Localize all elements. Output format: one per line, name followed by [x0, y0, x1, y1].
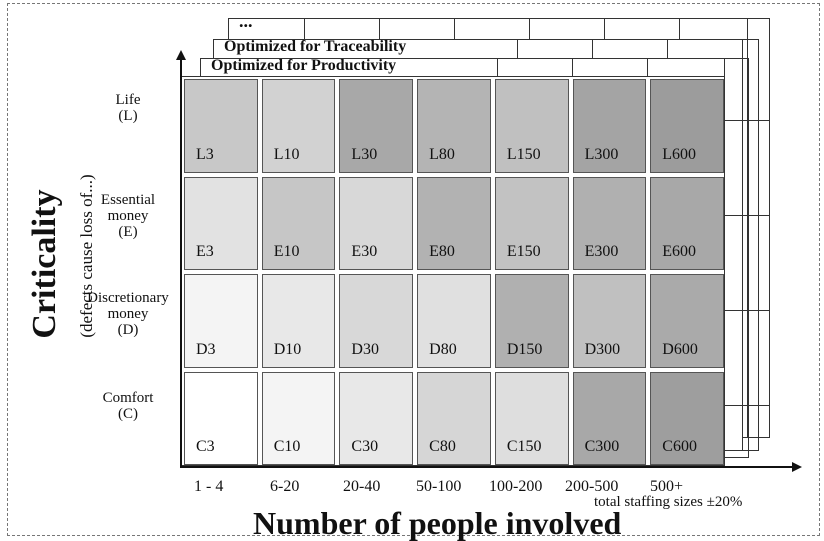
row-label-line: (E) — [118, 224, 138, 240]
grid-cell-d3: D3 — [184, 274, 258, 368]
column-label-4: 100-200 — [489, 478, 543, 495]
bracket-row-4 — [724, 405, 770, 406]
grid-cell-e10: E10 — [261, 176, 336, 270]
layer-middle-side — [735, 39, 759, 451]
column-label-6: 500+ — [650, 478, 684, 495]
staffing-note-text: total staffing sizes ±20% — [594, 494, 743, 510]
row-label-line: (D) — [117, 322, 139, 338]
grid-cell-label: L80 — [429, 145, 455, 163]
layer-front-label: Optimized for Productivity — [211, 58, 397, 74]
row-label-line: money — [107, 208, 149, 224]
grid-cell-e600: E600 — [650, 176, 724, 270]
column-label-1: 6-20 — [270, 478, 300, 495]
grid-cell-label: C3 — [196, 438, 215, 455]
grid-cell-label: D30 — [351, 340, 379, 358]
grid-cell-label: D80 — [429, 340, 457, 358]
grid-cell-label: L300 — [584, 145, 619, 163]
grid-cell-e80: E80 — [417, 176, 491, 270]
grid-cell-label: E150 — [506, 243, 541, 260]
grid-cell-l10: L10 — [261, 79, 336, 173]
grid-cell-label: D300 — [584, 340, 621, 358]
bracket-row-3 — [724, 310, 770, 311]
row-label-line: (L) — [118, 108, 138, 124]
figure-frame — [7, 3, 820, 536]
bracket-row-1 — [724, 120, 770, 121]
x-axis-arrow — [792, 462, 802, 472]
column-label-2: 20-40 — [343, 478, 381, 495]
row-label-line: Discretionary — [87, 290, 169, 306]
x-axis-title: Number of people involved — [253, 505, 622, 541]
grid-cell-label: C10 — [273, 438, 301, 455]
row-label-0: Life (L) — [70, 92, 186, 124]
row-label-line: Life — [115, 92, 141, 108]
grid-cell-label: E80 — [429, 243, 455, 260]
grid-cell-label: D3 — [196, 340, 216, 358]
grid-cell-d300: D300 — [572, 274, 647, 368]
grid-cell-label: L30 — [351, 145, 378, 163]
grid-cell-label: C30 — [351, 438, 379, 455]
grid-cell-c30: C30 — [339, 371, 414, 465]
column-label-3: 50-100 — [416, 478, 462, 495]
grid-cell-label: L150 — [506, 145, 541, 163]
grid-cell-c80: C80 — [417, 371, 491, 465]
grid-cell-label: L3 — [196, 145, 214, 163]
grid-cell-label: E600 — [662, 243, 697, 260]
grid-cell-label: C80 — [429, 438, 456, 455]
grid-cell-d30: D30 — [339, 274, 414, 368]
y-axis-subtitle: (defects cause loss of...) — [77, 174, 96, 338]
grid-cell-c3: C3 — [184, 371, 258, 465]
grid-cell-label: D600 — [662, 340, 698, 358]
grid-cell-e3: E3 — [184, 176, 258, 270]
grid-cell-label: E10 — [273, 243, 300, 260]
grid-cell-l300: L300 — [572, 79, 647, 173]
row-label-line: money — [107, 306, 149, 322]
row-label-2: Discretionary money (D) — [70, 290, 186, 338]
y-axis-line — [180, 58, 182, 468]
grid-cell-l3: L3 — [184, 79, 258, 173]
row-label-1: Essential money (E) — [70, 192, 186, 240]
column-label-0: 1 - 4 — [194, 478, 224, 495]
grid-cell-c150: C150 — [494, 371, 569, 465]
grid-cell-d600: D600 — [650, 274, 724, 368]
row-label-3: Comfort (C) — [70, 390, 186, 422]
column-label-5: 200-500 — [565, 478, 619, 495]
bracket-row-2 — [724, 215, 770, 216]
grid-cell-e150: E150 — [494, 176, 569, 270]
staffing-note: total staffing sizes ±20% — [594, 494, 742, 511]
grid-cell-label: L600 — [662, 145, 697, 163]
row-label-line: Essential — [100, 192, 156, 208]
grid-cell-label: L10 — [273, 145, 300, 163]
grid-cell-label: C600 — [662, 438, 697, 455]
layer-front-side — [724, 58, 749, 458]
layer-middle-label: Optimized for Traceability — [224, 39, 407, 55]
grid-cell-d10: D10 — [261, 274, 336, 368]
y-axis-title: Criticality — [26, 189, 63, 339]
grid-cell-l30: L30 — [339, 79, 414, 173]
grid-cell-label: E30 — [351, 243, 378, 260]
grid-cell-c300: C300 — [572, 371, 647, 465]
grid-cell-l80: L80 — [417, 79, 491, 173]
y-axis-arrow — [176, 50, 186, 60]
grid-cell-c10: C10 — [261, 371, 336, 465]
layer-back-label: ... — [239, 18, 253, 31]
grid-cell-e300: E300 — [572, 176, 647, 270]
x-axis-line — [180, 466, 794, 468]
grid-cell-c600: C600 — [650, 371, 724, 465]
grid-cell-label: D150 — [506, 340, 543, 358]
row-label-line: Comfort — [102, 390, 154, 406]
grid-cell-d80: D80 — [417, 274, 491, 368]
grid-cell-label: C150 — [506, 438, 542, 455]
grid-cell-label: D10 — [273, 340, 302, 358]
grid-cell-e30: E30 — [339, 176, 414, 270]
grid-cell-l150: L150 — [494, 79, 569, 173]
grid-cell-l600: L600 — [650, 79, 724, 173]
criticality-grid: L3 L10 L30 L80 L150 L300 L600 E3 E10 E30 E80 E150 E3… — [181, 76, 725, 466]
grid-cell-d150: D150 — [494, 274, 569, 368]
row-label-line: (C) — [118, 406, 138, 422]
layer-back-side — [740, 18, 770, 438]
grid-cell-label: E3 — [196, 243, 214, 260]
grid-cell-label: C300 — [584, 438, 620, 455]
grid-cell-label: E300 — [584, 243, 619, 260]
